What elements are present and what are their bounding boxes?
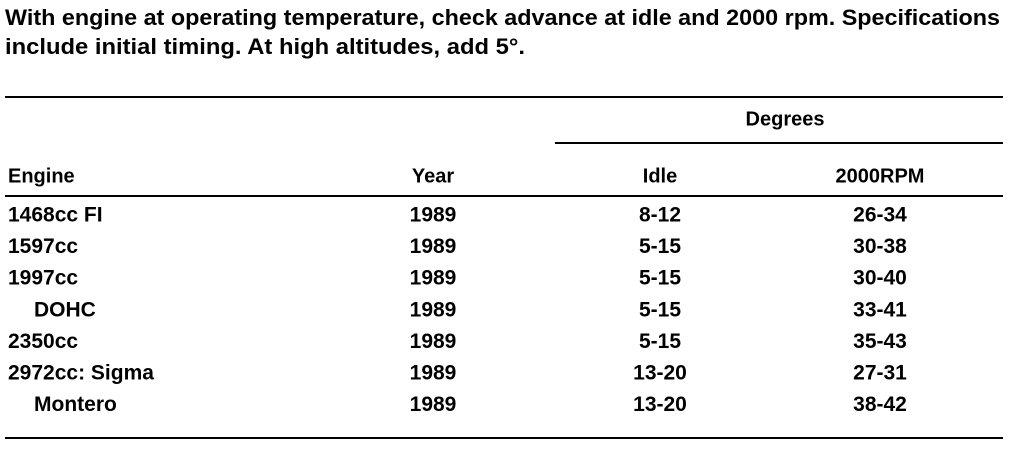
table-cell: 1989: [410, 235, 457, 258]
table-cell: 1989: [410, 362, 457, 385]
table-cell: 30-40: [853, 267, 907, 290]
table-cell: 35-43: [853, 330, 907, 353]
intro-line: With engine at operating temperature, ch…: [5, 5, 1000, 30]
table-cell: 26-34: [853, 204, 907, 227]
table-cell: 1989: [410, 393, 457, 416]
group-header: Degrees: [746, 108, 825, 130]
table-cell: 13-20: [633, 393, 687, 416]
table-cell: 38-42: [853, 393, 907, 416]
engine-cell: 2350cc: [8, 330, 78, 353]
column-header: Engine: [8, 165, 75, 187]
table-cell: 33-41: [853, 298, 907, 321]
engine-cell: 1597cc: [8, 235, 78, 258]
column-header: Idle: [643, 165, 677, 187]
column-header: 2000RPM: [836, 165, 925, 187]
intro-line: include initial timing. At high altitude…: [5, 34, 525, 59]
engine-cell: DOHC: [34, 298, 96, 321]
table-cell: 8-12: [639, 204, 681, 227]
table-cell: 5-15: [639, 235, 681, 258]
engine-cell: 1468cc FI: [8, 204, 103, 227]
table-cell: 5-15: [639, 298, 681, 321]
table-cell: 30-38: [853, 235, 907, 258]
table-cell: 1989: [410, 330, 457, 353]
engine-cell: 1997cc: [8, 267, 78, 290]
table-cell: 13-20: [633, 362, 687, 385]
engine-cell: Montero: [34, 393, 117, 416]
table-cell: 1989: [410, 204, 457, 227]
table-cell: 5-15: [639, 267, 681, 290]
table-cell: 5-15: [639, 330, 681, 353]
engine-cell: 2972cc: Sigma: [8, 362, 154, 385]
table-cell: 1989: [410, 298, 457, 321]
column-header: Year: [412, 165, 454, 187]
table-cell: 1989: [410, 267, 457, 290]
table-cell: 27-31: [853, 362, 907, 385]
